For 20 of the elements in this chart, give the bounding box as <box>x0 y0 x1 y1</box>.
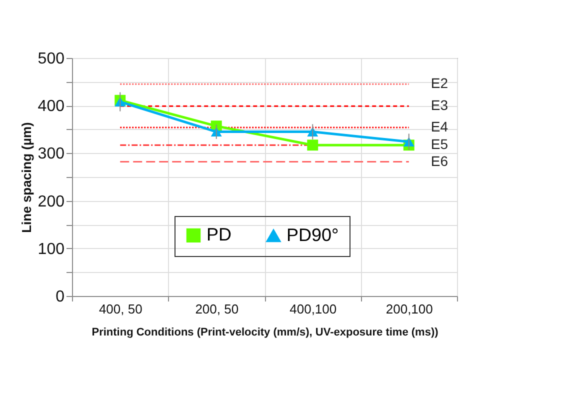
x-axis-title: Printing Conditions (Print-velocity (mm/s), UV-exposure time (ms)) <box>92 326 439 338</box>
y-tick-label: 0 <box>56 288 65 306</box>
y-tick-label: 100 <box>38 240 65 258</box>
x-tick-label: 400,100 <box>290 302 337 316</box>
y-tick-label: 500 <box>38 50 65 68</box>
legend-label: PD90° <box>286 224 339 245</box>
ref-line-label: E3 <box>430 97 448 114</box>
ref-line-label: E2 <box>430 75 448 92</box>
ref-line-label: E4 <box>430 118 448 134</box>
ref-line-label: E6 <box>430 152 448 169</box>
y-axis-title: Line spacing (µm) <box>18 122 34 233</box>
y-tick-label: 200 <box>38 193 65 210</box>
x-tick-label: 200, 50 <box>195 302 239 316</box>
ref-line-label: E5 <box>430 136 448 152</box>
y-tick-label: 300 <box>38 146 65 163</box>
y-tick-label: 400 <box>38 98 65 116</box>
point <box>307 140 318 151</box>
legend-label: PD <box>206 224 232 244</box>
x-tick-label: 200,100 <box>386 302 433 316</box>
x-tick-label: 400, 50 <box>98 302 142 316</box>
